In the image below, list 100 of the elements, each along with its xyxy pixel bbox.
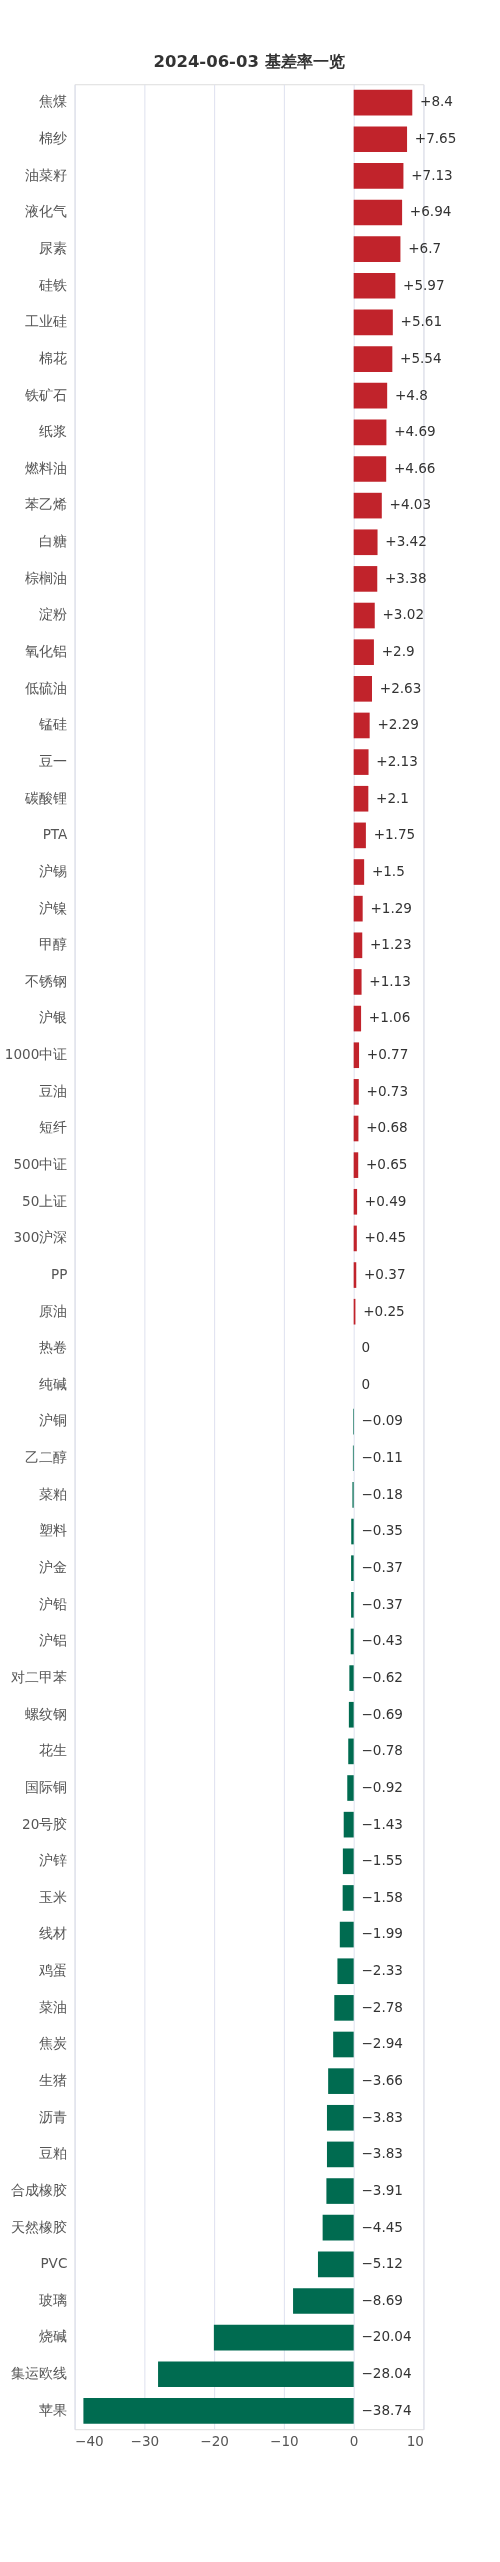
data-label: −3.83	[361, 2108, 403, 2125]
data-label: −28.04	[361, 2365, 412, 2382]
data-label: +3.42	[385, 533, 427, 550]
y-tick-label: 纸浆	[39, 423, 68, 440]
y-tick-label: 甲醇	[39, 936, 68, 953]
data-label: +4.66	[393, 459, 436, 476]
y-tick-label: 集运欧线	[11, 2365, 68, 2382]
y-tick-label: 沪银	[39, 1009, 68, 1026]
y-tick-label: 300沪深	[13, 1229, 68, 1246]
y-tick-label: 乙二醇	[25, 1449, 68, 1466]
y-tick-label: 沥青	[39, 2108, 68, 2125]
x-tick-label: 10	[406, 2433, 424, 2450]
y-tick-label: 铁矿石	[24, 386, 68, 403]
data-label: +0.65	[365, 1156, 408, 1173]
y-tick-label: 热卷	[39, 1339, 68, 1356]
y-tick-label: 玻璃	[39, 2291, 68, 2308]
data-label: +8.4	[420, 93, 453, 110]
y-tick-label: 液化气	[25, 203, 68, 220]
data-label: +0.68	[366, 1119, 408, 1136]
y-tick-label: PTA	[42, 826, 69, 843]
data-label: −0.35	[361, 1522, 403, 1539]
x-tick-label: −20	[200, 2433, 229, 2450]
data-label: +0.45	[364, 1229, 407, 1246]
y-tick-label: 白糖	[39, 533, 68, 550]
y-tick-label: 尿素	[39, 240, 68, 257]
chart-title: 2024-06-03 基差率一览	[153, 51, 345, 71]
data-label: −38.74	[361, 2401, 412, 2418]
y-tick-label: 合成橡胶	[11, 2181, 68, 2198]
data-label: −2.33	[361, 1962, 403, 1979]
data-label: +5.97	[403, 276, 445, 293]
y-tick-label: 苹果	[39, 2401, 68, 2418]
data-label: −1.43	[361, 1815, 403, 1832]
data-label: −0.37	[361, 1595, 403, 1612]
data-label: +7.13	[411, 166, 453, 183]
y-tick-label: 沪铝	[39, 1632, 68, 1649]
data-label: −5.12	[361, 2255, 403, 2272]
data-label: −0.69	[361, 1705, 403, 1722]
y-tick-label: 棉纱	[39, 130, 68, 147]
data-label: +4.69	[394, 423, 436, 440]
data-label: −4.45	[361, 2218, 403, 2235]
data-label: −3.66	[361, 2072, 403, 2089]
y-tick-label: 焦煤	[39, 93, 68, 110]
data-label: +5.54	[400, 349, 442, 366]
y-tick-label: 螺纹钢	[25, 1705, 68, 1722]
data-label: −2.94	[361, 2035, 403, 2052]
data-label: +2.1	[376, 789, 409, 806]
data-label: +3.38	[385, 569, 427, 586]
data-label: −0.78	[361, 1742, 403, 1759]
data-label: +0.37	[364, 1265, 406, 1282]
y-tick-label: 沪金	[39, 1559, 68, 1576]
data-label: +0.49	[364, 1192, 407, 1209]
y-tick-label: 花生	[39, 1742, 68, 1759]
y-tick-label: 500中证	[13, 1156, 68, 1173]
y-tick-label: 20号胶	[22, 1815, 68, 1832]
data-label: +6.94	[409, 203, 452, 220]
y-tick-label: 生猪	[39, 2072, 68, 2089]
y-tick-label: 焦炭	[39, 2035, 68, 2052]
data-label: −2.78	[361, 1998, 403, 2015]
data-label: +3.02	[382, 606, 425, 623]
y-tick-label: 工业硅	[25, 313, 68, 330]
data-label: −0.43	[361, 1632, 403, 1649]
data-label: −1.55	[361, 1852, 403, 1869]
data-label: 0	[361, 1375, 371, 1392]
data-label: +2.29	[377, 716, 419, 733]
data-label: −1.99	[361, 1925, 403, 1942]
data-label: +5.61	[400, 313, 443, 330]
data-label: −0.09	[361, 1412, 403, 1429]
x-tick-label: −10	[270, 2433, 299, 2450]
data-label: +1.23	[370, 936, 412, 953]
y-tick-label: 原油	[39, 1302, 68, 1319]
y-tick-label: 线材	[39, 1925, 68, 1942]
y-tick-label: 棕榈油	[25, 569, 68, 586]
y-tick-label: 沪铅	[39, 1595, 68, 1612]
data-label: +0.77	[366, 1046, 409, 1063]
data-label: −8.69	[361, 2291, 403, 2308]
y-tick-label: 鸡蛋	[38, 1962, 68, 1979]
data-label: +1.06	[368, 1009, 411, 1026]
data-label: +7.65	[414, 130, 457, 147]
y-tick-label: 氧化铝	[25, 643, 68, 660]
x-tick-label: −40	[75, 2433, 104, 2450]
y-tick-label: 燃料油	[25, 459, 68, 476]
x-tick-label: 0	[349, 2433, 359, 2450]
y-tick-label: 低硫油	[25, 679, 68, 696]
y-tick-label: PVC	[40, 2255, 68, 2272]
data-label: +4.8	[394, 386, 428, 403]
x-tick-label: −30	[130, 2433, 160, 2450]
y-tick-label: 碳酸锂	[24, 789, 68, 806]
y-tick-label: 菜油	[39, 1998, 68, 2015]
y-tick-label: PP	[51, 1265, 68, 1282]
data-label: +1.13	[369, 972, 411, 989]
data-label: +1.75	[373, 826, 416, 843]
data-label: +0.25	[363, 1302, 405, 1319]
y-tick-label: 沪铜	[39, 1412, 68, 1429]
y-tick-label: 豆油	[39, 1082, 68, 1099]
data-label: −20.04	[361, 2328, 412, 2345]
y-tick-label: 纯碱	[39, 1375, 68, 1392]
y-tick-label: 对二甲苯	[11, 1668, 68, 1685]
data-label: +1.5	[371, 862, 405, 879]
data-label: +2.13	[376, 752, 418, 769]
data-label: −0.62	[361, 1668, 403, 1685]
